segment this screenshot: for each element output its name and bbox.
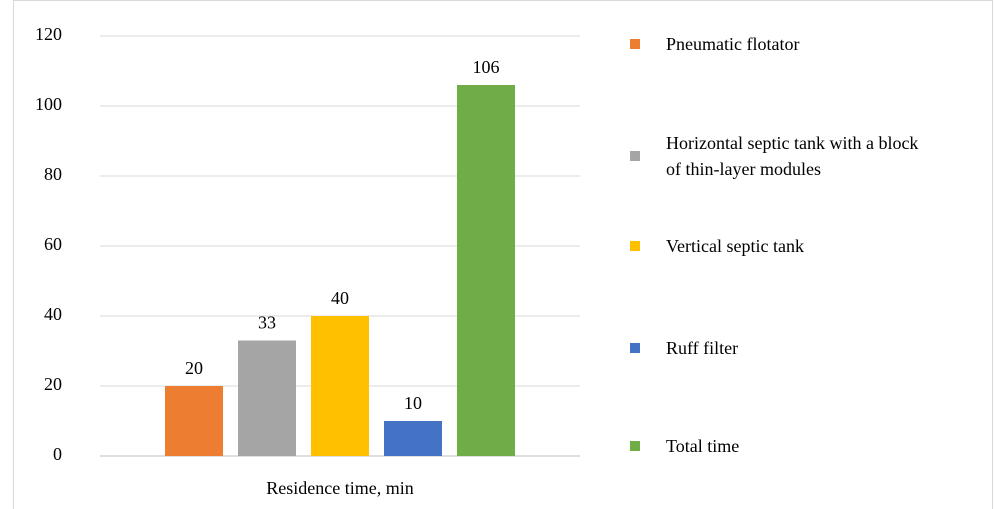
legend-swatch xyxy=(630,343,640,353)
legend-item: Total time xyxy=(630,433,930,459)
legend-swatch xyxy=(630,39,640,49)
legend-label: Ruff filter xyxy=(666,338,739,358)
legend-label: Horizontal septic tank with a block of t… xyxy=(666,133,919,179)
legend-swatch xyxy=(630,441,640,451)
bar xyxy=(238,340,296,456)
legend-label: Total time xyxy=(666,436,740,456)
bar xyxy=(457,85,515,456)
bar xyxy=(384,421,442,456)
legend-item: Horizontal septic tank with a block of t… xyxy=(630,130,930,182)
y-tick-label: 20 xyxy=(44,374,62,394)
legend-item: Vertical septic tank xyxy=(630,233,930,259)
data-label: 20 xyxy=(185,358,203,378)
chart-border xyxy=(13,0,993,509)
data-label: 106 xyxy=(473,57,500,77)
legend-label: Pneumatic flotator xyxy=(666,34,800,54)
bar xyxy=(165,386,223,456)
legend-swatch xyxy=(630,241,640,251)
data-label: 10 xyxy=(404,393,422,413)
y-tick-label: 40 xyxy=(44,304,62,324)
y-tick-label: 0 xyxy=(53,444,62,464)
legend-label: Vertical septic tank xyxy=(666,236,804,256)
legend-item: Pneumatic flotator xyxy=(630,31,930,57)
y-tick-label: 60 xyxy=(44,234,62,254)
data-label: 40 xyxy=(331,288,349,308)
bar xyxy=(311,316,369,456)
y-tick-label: 80 xyxy=(44,164,62,184)
legend-swatch xyxy=(630,151,640,161)
y-tick-label: 100 xyxy=(35,94,62,114)
x-tick-label: Residence time, min xyxy=(266,478,413,498)
y-tick-label: 120 xyxy=(35,24,62,44)
legend-item: Ruff filter xyxy=(630,335,930,361)
data-label: 33 xyxy=(258,313,276,333)
